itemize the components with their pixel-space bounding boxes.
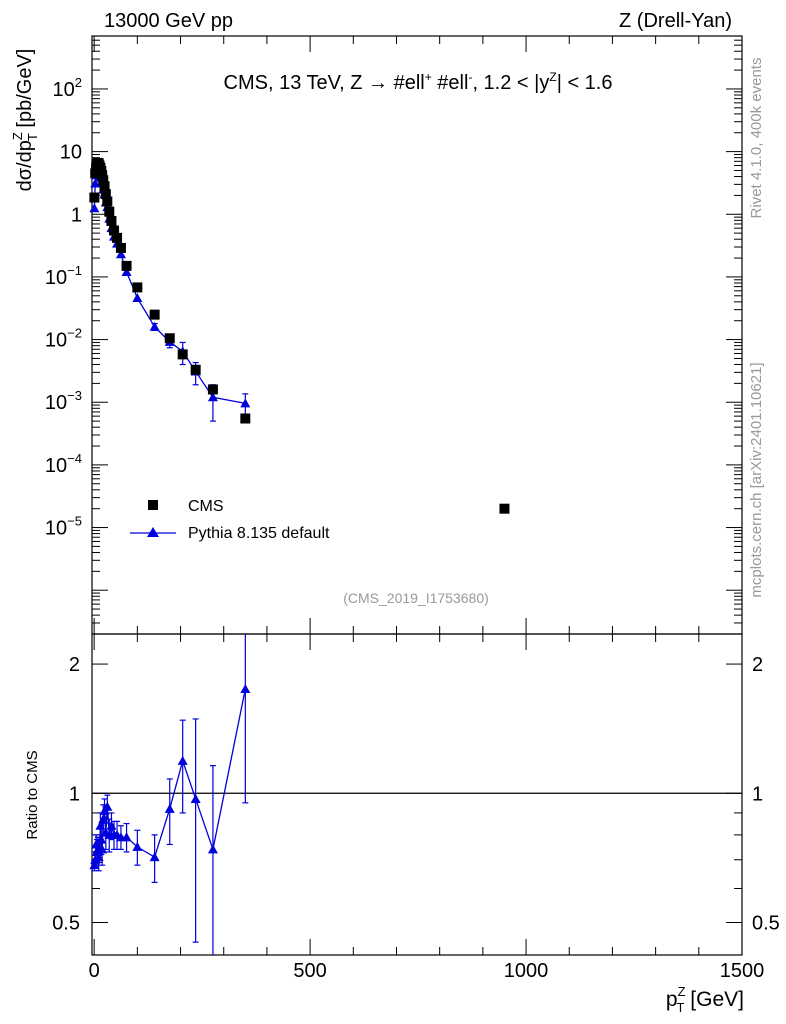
ratio-point bbox=[102, 801, 113, 811]
pythia-point bbox=[149, 321, 160, 331]
legend-cms-marker bbox=[148, 500, 158, 510]
ratio-y-tick-label-right: 0.5 bbox=[752, 912, 780, 934]
ratio-point bbox=[98, 814, 109, 824]
main-y-tick-label: 1 bbox=[71, 204, 82, 226]
ratio-point bbox=[121, 832, 132, 842]
cms-point bbox=[121, 260, 132, 271]
plot-frames bbox=[91, 35, 743, 956]
pythia-point bbox=[115, 249, 126, 259]
cms-point bbox=[112, 232, 123, 243]
x-axis-label: pZ T [GeV] bbox=[666, 984, 744, 1015]
pythia-point bbox=[89, 203, 100, 213]
ratio-point bbox=[96, 834, 107, 844]
energy-label: Z (Drell-Yan) bbox=[619, 10, 732, 32]
main-y-tick-label: 10−3 bbox=[45, 388, 82, 414]
cms-point bbox=[177, 349, 188, 360]
ratio-point bbox=[190, 793, 201, 803]
x-tick-label: 1000 bbox=[504, 960, 549, 982]
plot-title: CMS, 13 TeV, Z → #ell+ #ell-, 1.2 < |yZ|… bbox=[224, 70, 613, 94]
ratio-data-marks bbox=[89, 634, 251, 955]
ratio-point bbox=[240, 683, 251, 693]
ratio-point bbox=[132, 841, 143, 851]
legend-cms-label: CMS bbox=[188, 498, 224, 515]
cms-point bbox=[240, 413, 251, 424]
cms-point bbox=[98, 175, 109, 186]
ratio-point bbox=[93, 852, 104, 862]
cms-point bbox=[149, 309, 160, 320]
main-y-tick-label: 10−2 bbox=[45, 326, 82, 352]
cms-point bbox=[164, 333, 175, 344]
ratio-point bbox=[177, 755, 188, 765]
pythia-point bbox=[207, 392, 218, 402]
main-y-tick-label: 10 bbox=[60, 142, 82, 164]
cms-point bbox=[104, 206, 115, 217]
cms-point bbox=[499, 503, 510, 514]
ratio-point bbox=[97, 844, 108, 854]
rivet-version-label: Rivet 4.1.0, 400k events bbox=[748, 58, 765, 219]
cms-point bbox=[89, 192, 100, 203]
cms-point bbox=[115, 242, 126, 253]
ratio-y-tick-label: 2 bbox=[69, 654, 80, 676]
x-tick-label: 500 bbox=[293, 960, 326, 982]
cms-point bbox=[102, 196, 113, 207]
cms-point bbox=[132, 282, 143, 293]
ratio-y-tick-label-right: 1 bbox=[752, 783, 763, 805]
ratio-point bbox=[207, 844, 218, 854]
ratio-point bbox=[95, 820, 106, 830]
cms-point bbox=[207, 384, 218, 395]
ratio-y-tick-label: 1 bbox=[69, 783, 80, 805]
main-y-tick-label: 10−1 bbox=[45, 263, 82, 289]
cms-point bbox=[90, 168, 101, 179]
pythia-series-line bbox=[93, 169, 246, 404]
legend: CMS Pythia 8.135 default bbox=[130, 498, 330, 542]
main-y-tick-label: 10−5 bbox=[45, 514, 82, 540]
pythia-point bbox=[121, 266, 132, 276]
cms-point bbox=[106, 216, 117, 227]
ratio-axes: 0 500 1000 1500 0.5 0.5 1 1 2 2 bbox=[52, 634, 780, 982]
main-y-tick-label: 102 bbox=[53, 75, 82, 101]
x-tick-label: 0 bbox=[89, 960, 100, 982]
ratio-point bbox=[164, 803, 175, 813]
ratio-point bbox=[89, 860, 100, 870]
pythia-point bbox=[90, 178, 101, 188]
legend-pythia-label: Pythia 8.135 default bbox=[188, 525, 330, 542]
pythia-point bbox=[240, 398, 251, 408]
pythia-point bbox=[132, 293, 143, 303]
main-data-marks bbox=[89, 157, 510, 514]
ratio-y-tick-label-right: 2 bbox=[752, 654, 763, 676]
ratio-point bbox=[149, 852, 160, 862]
mcplots-label: mcplots.cern.ch [arXiv:2401.10621] bbox=[748, 362, 765, 597]
cms-point bbox=[100, 189, 111, 200]
cms-point bbox=[109, 225, 120, 236]
cms-point bbox=[99, 181, 110, 192]
legend-pythia-marker bbox=[147, 527, 159, 537]
main-plot-frame bbox=[91, 35, 743, 635]
process-label: 13000 GeV pp bbox=[104, 10, 233, 32]
ratio-plot-frame bbox=[91, 633, 743, 956]
main-y-tick-label: 10−4 bbox=[45, 451, 82, 477]
main-y-axis-label: dσ/dpZT [pb/GeV] bbox=[10, 49, 40, 192]
cms-point bbox=[190, 364, 201, 375]
analysis-watermark: (CMS_2019_I1753680) bbox=[343, 590, 489, 606]
ratio-y-axis-label: Ratio to CMS bbox=[24, 750, 41, 839]
ratio-point bbox=[106, 820, 117, 830]
main-axes: 102 10 1 10−1 10−2 10−3 10−4 10−5 bbox=[45, 35, 743, 635]
x-tick-label: 1500 bbox=[720, 960, 765, 982]
ratio-y-tick-label: 0.5 bbox=[52, 912, 80, 934]
